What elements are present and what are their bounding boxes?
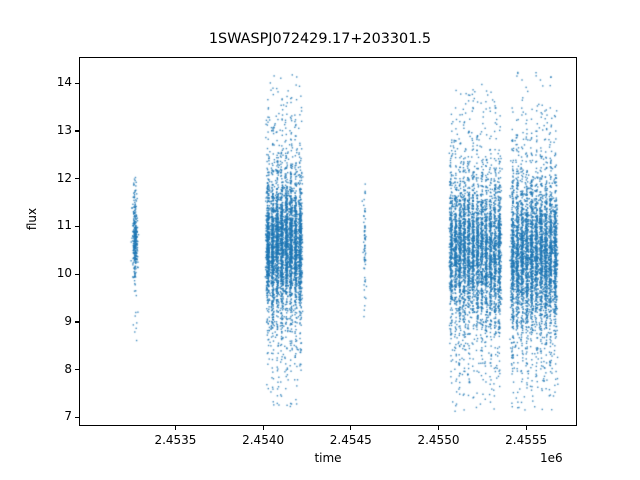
x-axis-label: time bbox=[314, 451, 342, 465]
x-tick-mark bbox=[437, 426, 440, 430]
y-tick-mark bbox=[75, 321, 79, 323]
x-tick-mark bbox=[262, 426, 264, 430]
x-tick-mark bbox=[525, 426, 527, 430]
y-tick-label: 9 bbox=[64, 313, 72, 328]
x-tick-label: 2.4540 bbox=[242, 433, 285, 447]
y-tick-label: 12 bbox=[56, 170, 72, 185]
y-tick-mark bbox=[75, 273, 79, 275]
scatter-plot-canvas bbox=[79, 57, 577, 426]
x-axis-offset-label: 1e6 bbox=[540, 451, 563, 465]
y-tick-label: 13 bbox=[56, 122, 72, 137]
y-tick-label: 7 bbox=[64, 409, 72, 424]
y-tick-label: 14 bbox=[56, 75, 72, 90]
y-tick-label: 11 bbox=[56, 218, 72, 233]
y-tick-mark bbox=[75, 178, 79, 180]
y-tick-label: 10 bbox=[56, 266, 72, 281]
x-tick-label: 2.4555 bbox=[505, 433, 548, 447]
y-tick-mark bbox=[75, 82, 79, 84]
y-tick-mark bbox=[75, 369, 79, 371]
y-axis-label: flux bbox=[25, 207, 39, 231]
x-tick-mark bbox=[174, 426, 177, 430]
x-tick-mark bbox=[350, 426, 352, 430]
y-tick-mark bbox=[75, 130, 79, 132]
y-tick-mark bbox=[75, 225, 79, 228]
x-tick-label: 2.4545 bbox=[329, 433, 372, 447]
x-tick-label: 2.4535 bbox=[154, 433, 197, 447]
y-tick-mark bbox=[75, 416, 79, 418]
page-title: 1SWASPJ072429.17+203301.5 bbox=[208, 31, 432, 47]
y-tick-label: 8 bbox=[64, 361, 72, 376]
x-tick-label: 2.4550 bbox=[417, 433, 460, 447]
